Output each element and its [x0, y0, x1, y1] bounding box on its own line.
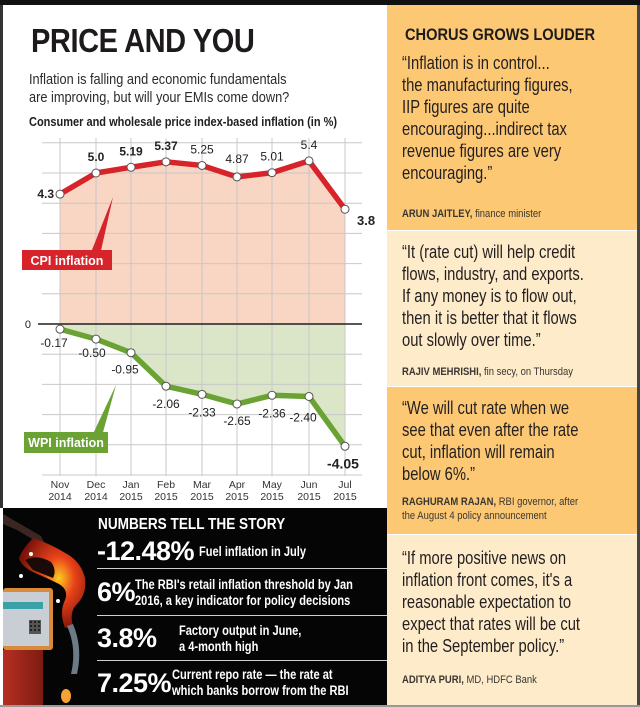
svg-text:5.25: 5.25 — [190, 142, 214, 156]
svg-text:2015: 2015 — [225, 491, 249, 503]
quote-box-jaitley: CHORUS GROWS LOUDER “Inflation is in con… — [387, 5, 638, 230]
svg-text:-2.06: -2.06 — [152, 397, 180, 411]
quote-text: “If more positive news on inflation fron… — [402, 548, 581, 656]
stat-repo-rate: 7.25% Current repo rate — the rate at whi… — [97, 662, 387, 704]
quote-box-rajan: “We will cut rate when we see that even … — [387, 387, 638, 534]
quote-attribution: ARUN JAITLEY, finance minister — [402, 208, 542, 220]
page-title: PRICE AND YOU — [31, 22, 255, 59]
svg-text:2015: 2015 — [154, 491, 178, 503]
numbers-panel: NUMBERS TELL THE STORY -12.48% Fuel infl… — [3, 508, 387, 705]
svg-text:2015: 2015 — [297, 491, 321, 503]
quote-attribution: ADITYA PURI, MD, HDFC Bank — [402, 674, 537, 686]
svg-text:-0.50: -0.50 — [78, 346, 106, 360]
svg-text:CPI inflation: CPI inflation — [31, 254, 104, 268]
svg-text:5.0: 5.0 — [88, 150, 105, 164]
quote-text: “Inflation is in control... the manufact… — [402, 53, 573, 183]
svg-text:2015: 2015 — [333, 491, 357, 503]
svg-text:Nov: Nov — [51, 479, 70, 491]
stat-description: The RBI's retail inflation threshold by … — [135, 576, 353, 608]
svg-text:5.01: 5.01 — [260, 150, 284, 164]
svg-text:0: 0 — [25, 319, 31, 331]
stat-description: Factory output in June, a 4-month high — [179, 622, 302, 654]
wpi-legend-label — [24, 432, 108, 453]
stat-value: 3.8% — [97, 623, 157, 653]
quote-text: “We will cut rate when we see that even … — [402, 398, 579, 484]
numbers-title: NUMBERS TELL THE STORY — [98, 516, 286, 533]
stat-value: -12.48% — [97, 536, 195, 566]
svg-text:Jun: Jun — [301, 479, 318, 491]
stat-factory-output: 3.8% Factory output in June, a 4-month hi… — [97, 617, 387, 661]
svg-text:Mar: Mar — [193, 479, 212, 491]
quote-box-mehrishi: “It (rate cut) will help credit flows, i… — [387, 231, 638, 386]
svg-text:-0.95: -0.95 — [111, 363, 139, 377]
svg-text:5.19: 5.19 — [119, 144, 143, 158]
svg-text:WPI inflation: WPI inflation — [28, 436, 104, 450]
top-rule — [0, 0, 640, 5]
quote-attribution: RAGHURAM RAJAN, RBI governor, after the … — [402, 496, 579, 522]
quote-text: “It (rate cut) will help credit flows, i… — [402, 242, 584, 350]
stat-fuel-inflation: -12.48% Fuel inflation in July — [97, 535, 387, 569]
stat-value: 6% — [97, 577, 136, 607]
svg-text:-2.40: -2.40 — [289, 410, 317, 424]
subtitle-line-1: Inflation is falling and economic fundam… — [29, 72, 287, 88]
svg-text:4.3: 4.3 — [37, 187, 54, 201]
svg-text:May: May — [262, 479, 283, 491]
bottom-rule — [0, 705, 640, 707]
quotes-column: CHORUS GROWS LOUDER “Inflation is in con… — [387, 5, 638, 705]
svg-text:Jan: Jan — [123, 479, 140, 491]
svg-text:5.4: 5.4 — [301, 138, 318, 152]
svg-text:-4.05: -4.05 — [327, 455, 359, 471]
svg-text:Feb: Feb — [157, 479, 175, 491]
subtitle-line-2: are improving, but will your EMIs come d… — [29, 90, 290, 106]
cpi-legend-label — [22, 250, 112, 270]
svg-text:2015: 2015 — [260, 491, 284, 503]
svg-text:Dec: Dec — [87, 479, 106, 491]
svg-text:3.8: 3.8 — [357, 213, 375, 228]
svg-text:2014: 2014 — [48, 491, 72, 503]
svg-text:-2.33: -2.33 — [188, 405, 216, 419]
quote-attribution: RAJIV MEHRISHI, fin secy, on Thursday — [402, 366, 574, 378]
subtitle: Inflation is falling and economic fundam… — [29, 71, 381, 107]
quote-box-puri: “If more positive news on inflation fron… — [387, 535, 638, 705]
svg-text:2014: 2014 — [84, 491, 108, 503]
stat-description: Current repo rate — the rate at which ban… — [171, 667, 349, 698]
svg-text:2015: 2015 — [119, 491, 143, 503]
right-rule — [637, 5, 640, 707]
chorus-title: CHORUS GROWS LOUDER — [405, 25, 596, 44]
fuel-pump-icon — [3, 514, 86, 705]
left-rule — [0, 5, 3, 508]
svg-text:5.37: 5.37 — [154, 139, 178, 153]
svg-text:Jul: Jul — [338, 479, 351, 491]
svg-text:-0.17: -0.17 — [40, 336, 68, 350]
inflation-line-chart: 0 4.3 5.0 5.19 5.37 5.25 4.87 5.01 5.4 3.8 -0.17 -0… — [22, 138, 375, 503]
stat-description: Fuel inflation in July — [199, 544, 307, 559]
svg-text:-2.65: -2.65 — [223, 414, 251, 428]
chart-caption: Consumer and wholesale price index-based… — [29, 115, 338, 129]
svg-text:4.87: 4.87 — [225, 152, 249, 166]
svg-text:Apr: Apr — [229, 479, 246, 491]
stat-rbi-threshold: 6% The RBI's retail inflation threshold … — [97, 570, 387, 616]
svg-text:-2.36: -2.36 — [258, 406, 286, 420]
stat-value: 7.25% — [97, 667, 172, 698]
svg-text:2015: 2015 — [190, 491, 214, 503]
